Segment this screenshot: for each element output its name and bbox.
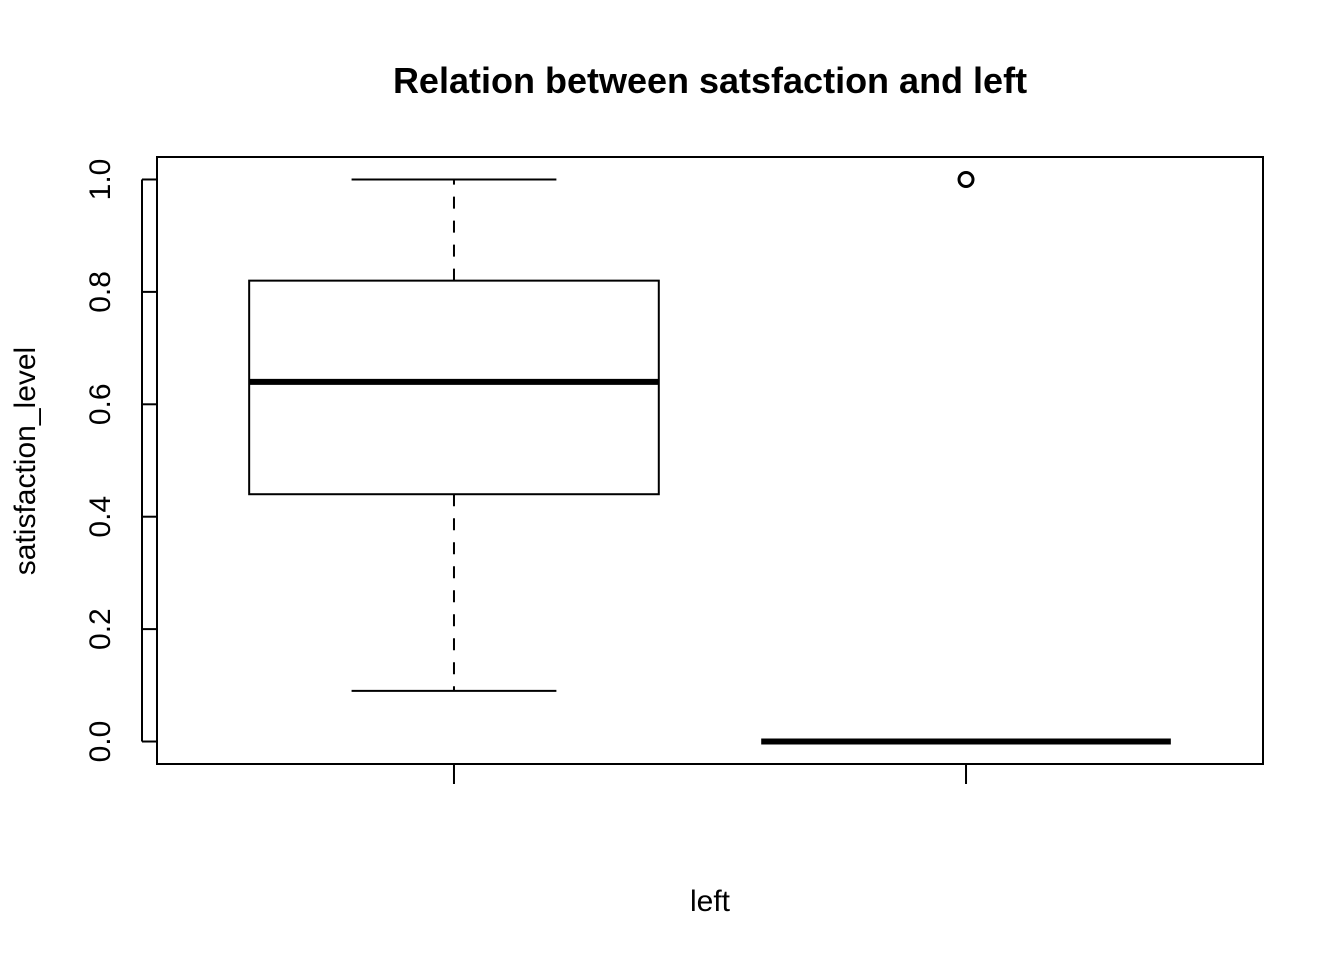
y-tick-label: 0.0 <box>84 721 117 763</box>
box-iqr <box>248 279 660 496</box>
y-tick-label: 0.4 <box>84 496 117 538</box>
chart-title: Relation between satsfaction and left <box>393 60 1027 101</box>
x-axis-label: left <box>690 885 731 918</box>
y-tick-label: 1.0 <box>84 159 117 201</box>
y-axis-label: satisfaction_level <box>9 347 42 575</box>
y-axis: 0.0 0.2 0.4 0.6 0.8 1.0 <box>84 159 157 763</box>
y-tick-label: 0.6 <box>84 383 117 425</box>
x-axis <box>452 764 968 784</box>
outlier-point <box>957 170 975 188</box>
box-group <box>248 170 1171 745</box>
y-tick-label: 0.2 <box>84 608 117 650</box>
y-tick-label: 0.8 <box>84 271 117 313</box>
plot-frame <box>156 156 1264 765</box>
box-1 <box>248 178 660 692</box>
box-2 <box>761 170 1171 745</box>
